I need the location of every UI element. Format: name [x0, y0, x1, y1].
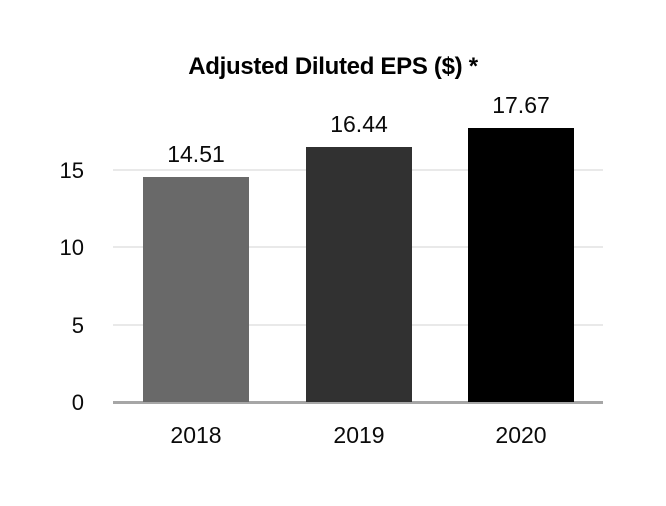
- bar-2018: [143, 177, 249, 402]
- x-tick-label-2019: 2019: [333, 422, 385, 448]
- chart-title: Adjusted Diluted EPS ($) *: [188, 53, 478, 80]
- x-tick-label-2020: 2020: [495, 422, 547, 448]
- value-label-2019: 16.44: [330, 111, 388, 137]
- bar-2019: [306, 147, 412, 402]
- y-tick-label-15: 15: [59, 157, 84, 183]
- y-tick-label-5: 5: [71, 312, 84, 338]
- value-label-2018: 14.51: [167, 141, 225, 167]
- bar-2020: [468, 128, 574, 402]
- y-tick-label-0: 0: [71, 390, 84, 415]
- y-tick-label-10: 10: [59, 235, 84, 260]
- value-label-2020: 17.67: [492, 92, 550, 118]
- x-axis-line: [113, 401, 603, 404]
- x-tick-label-2018: 2018: [170, 422, 222, 448]
